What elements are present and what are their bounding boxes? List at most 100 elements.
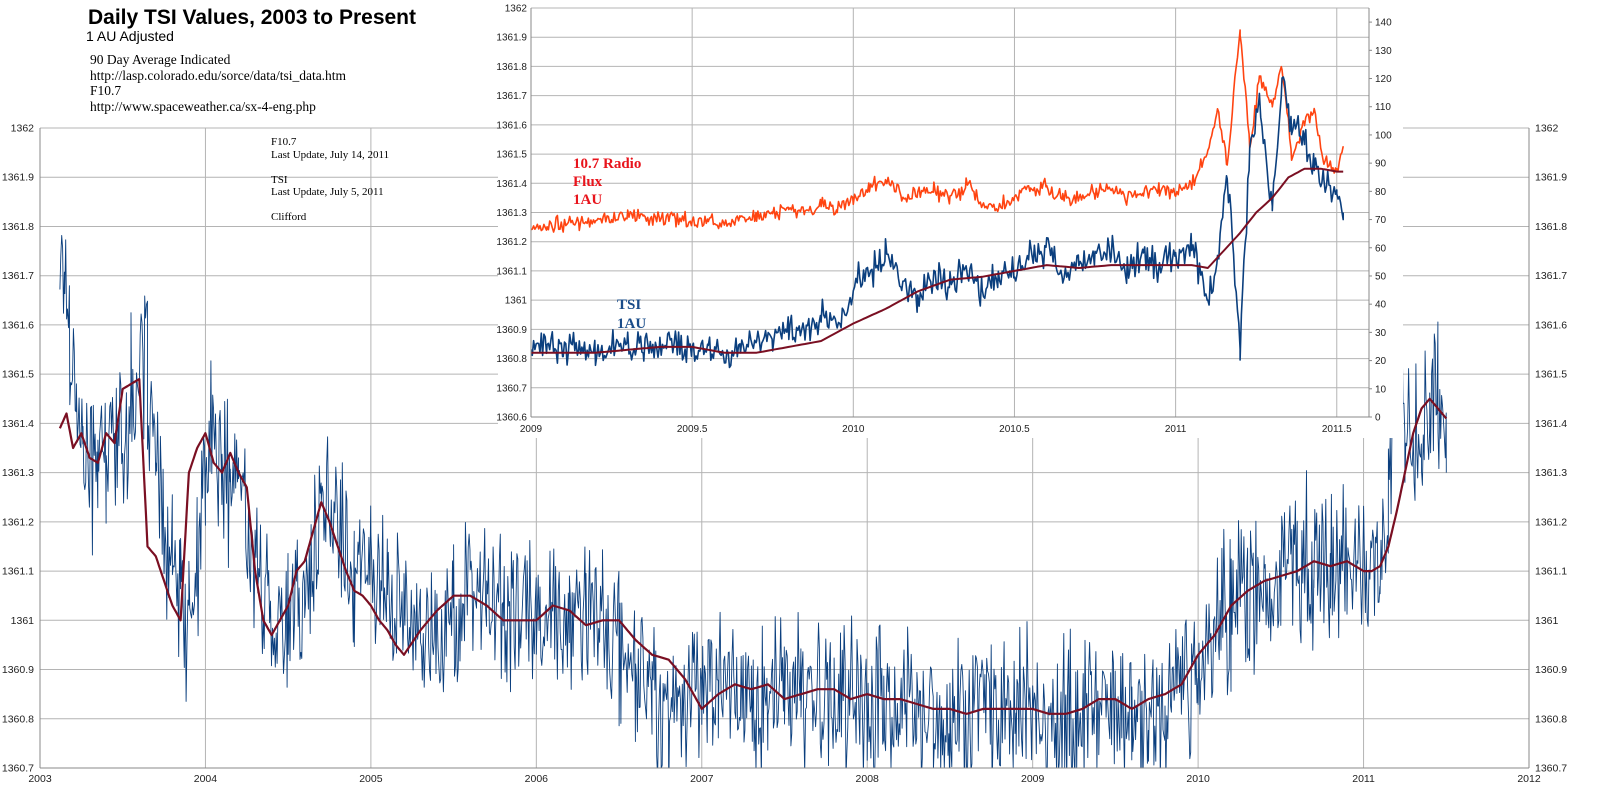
main-y-tick-label: 1361.8	[2, 221, 34, 233]
note-line: F10.7	[90, 83, 122, 98]
main-x-tick-label: 2010	[1186, 773, 1210, 785]
main-y2-tick-label: 1361.4	[1535, 418, 1567, 430]
update-line	[271, 199, 389, 212]
inset-x-tick-label: 2009.5	[677, 424, 708, 435]
main-y-tick-label: 1361.3	[2, 467, 34, 479]
main-y-tick-label: 1360.8	[2, 713, 34, 725]
chart-subtitle: 1 AU Adjusted	[86, 28, 174, 44]
main-y-tick-label: 1361.4	[2, 418, 34, 430]
main-y2-tick-label: 1362	[1535, 123, 1559, 135]
inset-y2-tick-label: 110	[1375, 102, 1391, 113]
main-y2-tick-label: 1360.8	[1535, 713, 1567, 725]
inset-x-tick-label: 2010	[842, 424, 865, 435]
inset-y-tick-label: 1360.9	[496, 325, 527, 336]
inset-background	[498, 0, 1403, 438]
main-x-tick-label: 2011	[1352, 773, 1375, 785]
update-line	[271, 161, 389, 174]
inset-y2-tick-label: 0	[1375, 413, 1381, 424]
inset-y2-tick-label: 20	[1375, 356, 1387, 367]
main-y2-tick-label: 1361.5	[1535, 369, 1567, 381]
inset-y2-tick-label: 140	[1375, 18, 1392, 29]
main-y-tick-label: 1362	[11, 123, 35, 135]
inset-y2-tick-label: 100	[1375, 130, 1392, 141]
inset-series-avg	[531, 167, 1344, 354]
update-line: Clifford	[271, 211, 307, 223]
main-x-tick-label: 2008	[856, 773, 880, 785]
inset-y2-tick-label: 120	[1375, 74, 1392, 85]
inset-y-tick-label: 1361.3	[496, 208, 527, 219]
main-y2-tick-label: 1361.1	[1535, 566, 1567, 578]
inset-chart: 1362 1361.9 1361.8 1361.7 1361.6 1361.5 1361.4…	[496, 0, 1403, 438]
note-line: http://lasp.colorado.edu/sorce/data/tsi_…	[90, 67, 347, 83]
inset-annotation: 10.7 Radio	[573, 156, 641, 172]
main-y2-tick-label: 1361.7	[1535, 270, 1567, 282]
main-y-tick-label: 1361.2	[2, 516, 34, 528]
inset-series	[531, 29, 1344, 369]
main-y2-tick-label: 1360.9	[1535, 664, 1567, 676]
chart-title: Daily TSI Values, 2003 to Present	[88, 6, 416, 29]
main-y-tick-label: 1361.9	[2, 172, 34, 184]
main-y-tick-label: 1360.9	[2, 664, 34, 676]
inset-y2-tick-label: 60	[1375, 243, 1387, 254]
main-series-tsi	[59, 234, 1447, 768]
main-y-tick-label: 1361.7	[2, 270, 34, 282]
inset-y-tick-label: 1362	[505, 4, 528, 15]
inset-y2-tick-label: 70	[1375, 215, 1387, 226]
update-notes: F10.7 Last Update, July 14, 2011 TSI Las…	[271, 136, 389, 224]
inset-y2-tick-label: 90	[1375, 159, 1387, 170]
inset-axes: 1362 1361.9 1361.8 1361.7 1361.6 1361.5 1361.4…	[496, 4, 1392, 436]
inset-y-tick-label: 1360.8	[496, 354, 527, 365]
inset-annotation: Flux	[573, 174, 603, 190]
inset-x-tick-label: 2011	[1165, 424, 1187, 435]
inset-y-tick-label: 1361.9	[496, 33, 527, 44]
inset-y-tick-label: 1360.6	[496, 413, 527, 424]
inset-annotation: TSI	[617, 297, 641, 313]
note-line: 90 Day Average Indicated	[90, 52, 231, 67]
inset-annotations: 10.7 Radio Flux 1AU TSI 1AU	[573, 156, 646, 332]
main-x-tick-label: 2006	[525, 773, 549, 785]
main-x-tick-label: 2005	[359, 773, 383, 785]
inset-y2-tick-label: 10	[1375, 384, 1387, 395]
update-line: Last Update, July 5, 2011	[271, 186, 384, 198]
main-y-tick-label: 1361	[11, 615, 35, 627]
inset-y-tick-label: 1361.6	[496, 120, 527, 131]
main-y2-tick-label: 1361.6	[1535, 319, 1567, 331]
inset-y-tick-label: 1361.2	[496, 237, 527, 248]
main-y2-tick-label: 1361.9	[1535, 172, 1567, 184]
main-axes: 1362 1362 1361.9 1361.9 1361.8 1361.8 1361.7 13…	[2, 123, 1567, 786]
main-x-tick-label: 2004	[194, 773, 218, 785]
main-y2-tick-label: 1361.3	[1535, 467, 1567, 479]
inset-y2-tick-label: 50	[1375, 271, 1387, 282]
inset-series-f107	[531, 29, 1344, 233]
inset-annotation: 1AU	[617, 316, 646, 332]
inset-y-tick-label: 1361	[505, 296, 528, 307]
inset-y2-tick-label: 80	[1375, 187, 1387, 198]
main-y-tick-label: 1361.5	[2, 369, 34, 381]
main-x-tick-label: 2009	[1021, 773, 1045, 785]
update-line: Last Update, July 14, 2011	[271, 148, 390, 161]
main-y2-tick-label: 1361.2	[1535, 516, 1567, 528]
note-line: http://www.spaceweather.ca/sx-4-eng.php	[90, 98, 316, 114]
inset-series-tsi	[531, 76, 1344, 369]
main-y2-tick-label: 1361.8	[1535, 221, 1567, 233]
inset-y-tick-label: 1361.4	[496, 179, 527, 190]
inset-x-tick-label: 2010.5	[999, 424, 1030, 435]
inset-y-tick-label: 1361.7	[496, 91, 527, 102]
inset-grid	[530, 7, 1369, 418]
main-y-tick-label: 1361.6	[2, 319, 34, 331]
main-x-tick-label: 2012	[1517, 773, 1541, 785]
inset-y-tick-label: 1361.8	[496, 62, 527, 73]
inset-y2-tick-label: 30	[1375, 328, 1387, 339]
inset-y2-tick-label: 130	[1375, 46, 1392, 57]
source-notes: 90 Day Average Indicated http://lasp.col…	[90, 52, 346, 114]
main-y-tick-label: 1360.7	[2, 763, 34, 775]
inset-x-tick-label: 2011.5	[1322, 424, 1352, 435]
inset-annotation: 1AU	[573, 192, 602, 208]
inset-y-tick-label: 1360.7	[496, 383, 527, 394]
main-x-tick-label: 2007	[690, 773, 714, 785]
main-series-avg	[58, 378, 1448, 715]
inset-x-tick-label: 2009	[520, 424, 543, 435]
main-series	[58, 234, 1448, 768]
main-y-tick-label: 1361.1	[2, 566, 34, 578]
